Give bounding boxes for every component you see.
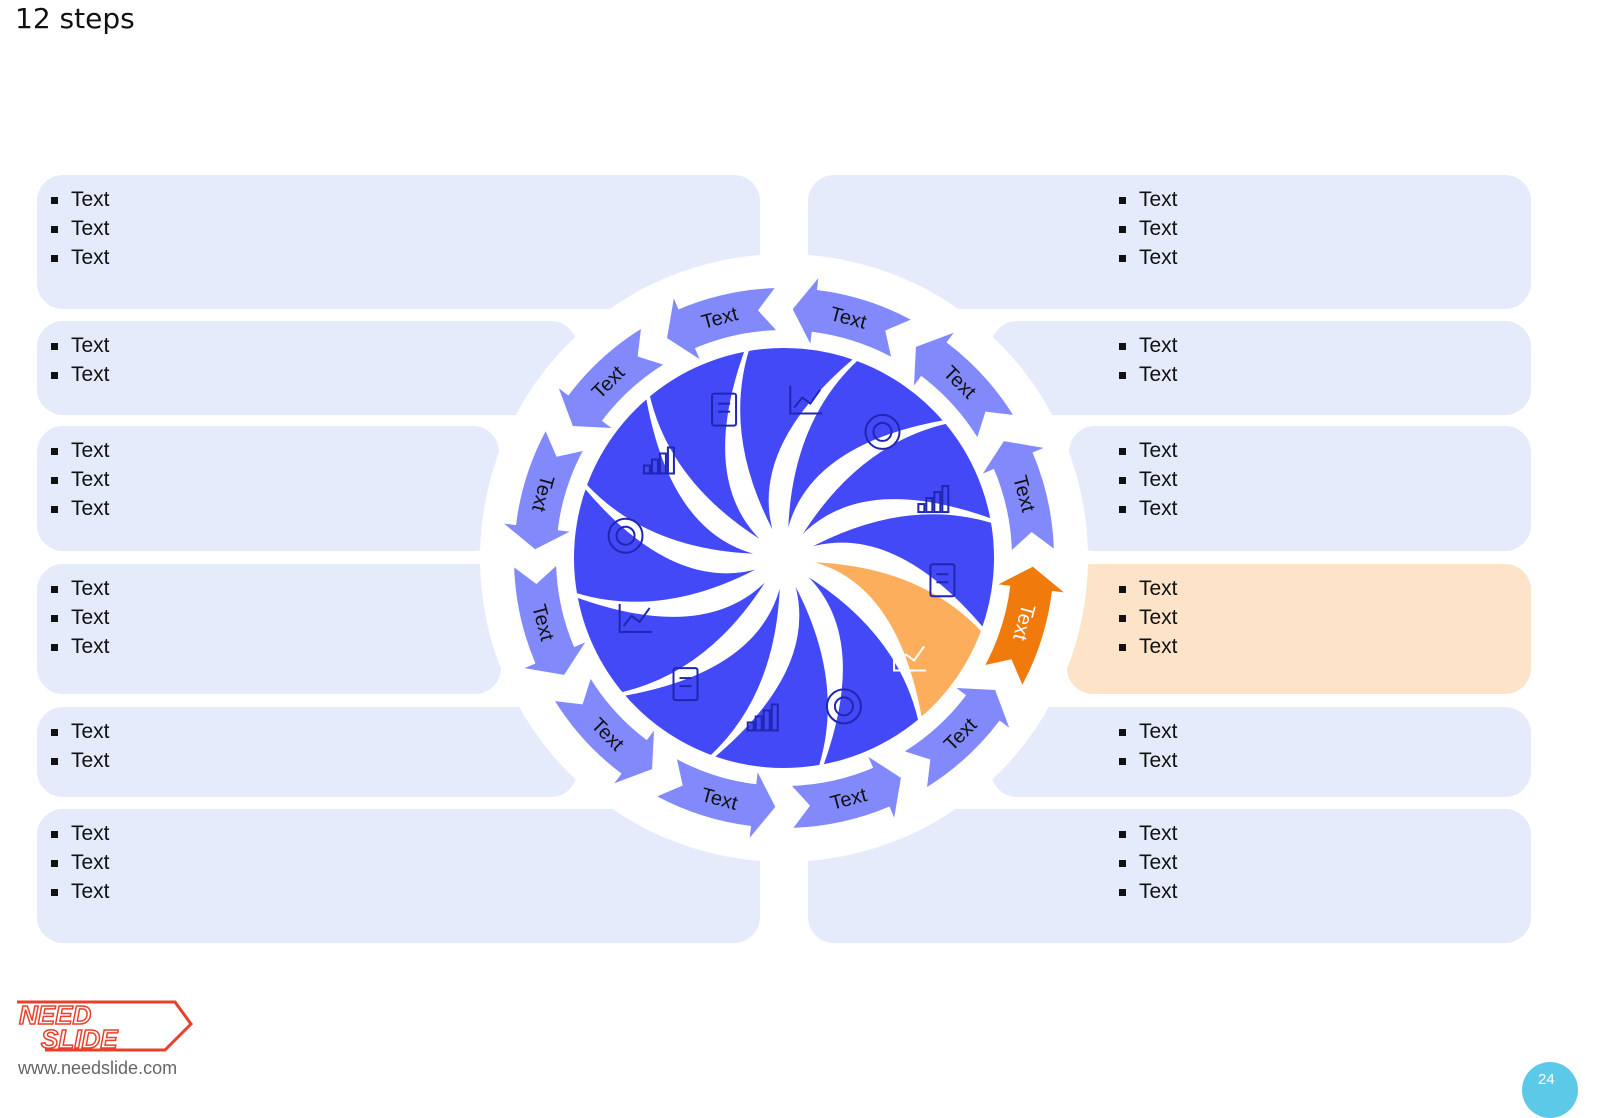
bullet-item: Text — [1119, 436, 1178, 465]
text-box-right-2: Text Text — [991, 321, 1531, 415]
slide-title: 12 steps — [15, 2, 135, 35]
bullet-item: Text — [1119, 819, 1178, 848]
text-box-left-4: Text Text Text — [37, 564, 501, 694]
bullet-item: Text — [51, 494, 110, 523]
text-box-left-3: Text Text Text — [37, 426, 499, 551]
bullet-item: Text — [51, 877, 110, 906]
bullet-item: Text — [1119, 214, 1178, 243]
text-box-right-4: Text Text Text — [1067, 564, 1531, 694]
bullet-item: Text — [51, 243, 110, 272]
arrow-step-9 — [514, 565, 586, 675]
gears-analysis-icon — [893, 642, 927, 672]
bullet-item: Text — [51, 465, 110, 494]
text-box-right-6: Text Text Text — [808, 809, 1531, 943]
bullet-item: Text — [51, 331, 110, 360]
bullet-item: Text — [51, 574, 110, 603]
arrow-ring: TextTextTextTextTextTextTextTextTextText… — [504, 278, 1064, 838]
arrow-step-1 — [792, 278, 911, 357]
text-box-left-2: Text Text — [37, 321, 577, 415]
petal-step-10 — [582, 393, 780, 559]
documents-icon — [711, 392, 738, 427]
arrow-step-10 — [504, 431, 583, 550]
bullet-item: Text — [1119, 632, 1178, 661]
contract-icon — [607, 517, 644, 554]
bullet-item: Text — [1119, 465, 1178, 494]
report-icon — [672, 667, 699, 702]
petal-step-9 — [570, 483, 780, 606]
broken-globe-icon — [789, 385, 823, 415]
petal-step-11 — [645, 347, 782, 555]
apple-icon — [929, 563, 956, 598]
bullet-item: Text — [51, 717, 110, 746]
bullet-item: Text — [51, 603, 110, 632]
bullet-item: Text — [51, 632, 110, 661]
bar-chart-icon — [825, 688, 862, 725]
bullet-item: Text — [1119, 494, 1178, 523]
bullet-item: Text — [51, 819, 110, 848]
bullet-item: Text — [1119, 746, 1178, 775]
arrow-step-11 — [558, 329, 664, 429]
arrow-step-7 — [657, 759, 776, 838]
bullet-item: Text — [51, 746, 110, 775]
text-box-right-1: Text Text Text — [808, 175, 1531, 309]
text-box-right-3: Text Text Text — [1069, 426, 1531, 551]
petal-step-5 — [786, 561, 923, 769]
bullet-item: Text — [51, 436, 110, 465]
petal-step-8 — [573, 560, 781, 697]
arrow-step-6 — [791, 756, 901, 828]
petal-step-7 — [619, 562, 785, 760]
bullet-item: Text — [1119, 331, 1178, 360]
tools-icon — [864, 413, 901, 450]
text-box-left-5: Text Text — [37, 707, 577, 797]
arrow-step-8 — [555, 678, 655, 784]
svg-text:NEED: NEED — [19, 1000, 91, 1030]
text-box-left-6: Text Text Text — [37, 809, 760, 943]
petal-step-12 — [736, 344, 859, 554]
needslide-logo: NEED SLIDE — [17, 999, 193, 1054]
petal-step-6 — [709, 562, 832, 772]
footer-url[interactable]: www.needslide.com — [18, 1058, 178, 1078]
page-number-badge: 24 — [1522, 1062, 1578, 1118]
bullet-item: Text — [1119, 185, 1178, 214]
ring-icon — [642, 446, 675, 475]
line-chart-icon — [618, 603, 652, 633]
bullet-item: Text — [1119, 603, 1178, 632]
donut-chart-icon — [746, 703, 779, 732]
bullet-item: Text — [1119, 574, 1178, 603]
arrow-step-3 — [982, 441, 1054, 551]
petal-step-1 — [783, 356, 949, 554]
page-number: 24 — [1538, 1071, 1555, 1088]
bullet-item: Text — [51, 214, 110, 243]
arrow-step-2 — [913, 332, 1013, 438]
text-box-left-1: Text Text Text — [37, 175, 760, 309]
bullet-item: Text — [51, 185, 110, 214]
petal-step-4 — [788, 557, 986, 723]
bullet-item: Text — [1119, 717, 1178, 746]
arrow-step-5 — [904, 687, 1010, 787]
bullet-item: Text — [1119, 877, 1178, 906]
petal-group — [570, 344, 998, 772]
bullet-item: Text — [1119, 360, 1178, 389]
wheel-center — [777, 551, 791, 565]
bullet-item: Text — [1119, 243, 1178, 272]
bar-growth-icon — [917, 485, 950, 514]
arrow-step-4 — [985, 566, 1064, 685]
svg-text:SLIDE: SLIDE — [41, 1024, 118, 1054]
bullet-item: Text — [1119, 848, 1178, 877]
arrow-step-12 — [667, 288, 777, 360]
text-box-right-5: Text Text — [991, 707, 1531, 797]
petal-step-2 — [787, 419, 995, 556]
bullet-item: Text — [51, 848, 110, 877]
bullet-item: Text — [51, 360, 110, 389]
petal-step-3 — [788, 510, 998, 633]
